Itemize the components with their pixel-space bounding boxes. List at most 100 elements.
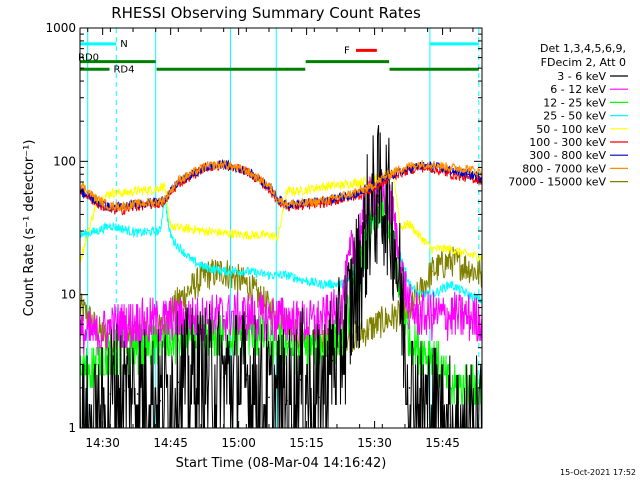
series-point — [408, 340, 411, 342]
series-point — [340, 283, 343, 285]
series-point — [392, 216, 395, 219]
series-point — [431, 248, 433, 250]
series-point — [392, 316, 395, 318]
legend-entry-label: 6 - 12 keV — [550, 83, 606, 96]
plot-frame — [79, 27, 483, 429]
series-point — [222, 270, 225, 273]
legend-header-line-1: Det 1,3,4,5,6,9, — [540, 42, 626, 55]
y-tick-label-2: 100 — [53, 154, 76, 168]
series-point — [86, 190, 89, 192]
series-point — [277, 236, 279, 238]
series-point — [173, 226, 175, 229]
series-point — [286, 342, 288, 345]
series-point — [222, 232, 225, 234]
series-point — [417, 346, 420, 349]
y-tick-label-0: 1 — [68, 421, 76, 435]
series-point — [136, 203, 139, 205]
series-point — [386, 179, 388, 182]
series-point — [449, 166, 452, 169]
series-point — [245, 379, 248, 381]
series-point — [349, 253, 352, 256]
series-point — [159, 400, 161, 402]
series-point — [340, 306, 343, 309]
series-point — [268, 234, 270, 236]
axes-layer: 14:30 14:45 15:00 15:15 15:30 15:45 1 10 100 1000 — [45, 21, 482, 450]
series-point — [159, 186, 161, 188]
legend-header-line-2: FDecim 2, Att 0 — [541, 56, 626, 69]
series-point — [431, 163, 433, 166]
series-point — [159, 320, 161, 323]
series-point — [349, 306, 352, 309]
legend: Det 1,3,4,5,6,9, FDecim 2, Att 0 3 - 6 k… — [508, 42, 628, 189]
series-point — [245, 283, 248, 285]
series-point — [386, 200, 388, 203]
series-point — [467, 266, 470, 269]
series-point — [222, 376, 225, 379]
legend-entry-label: 300 - 800 keV — [529, 149, 606, 162]
legend-entry-label: 100 - 300 keV — [529, 136, 606, 149]
series-point — [408, 387, 411, 389]
series-point — [349, 193, 352, 195]
series-point — [245, 234, 248, 236]
legend-entry-label: 25 - 50 keV — [543, 110, 606, 123]
series-point — [204, 274, 207, 277]
series-point — [299, 205, 302, 208]
series-point — [318, 200, 320, 203]
series-point — [358, 181, 361, 183]
series-point — [286, 190, 288, 192]
series-line-6-12keV — [80, 170, 482, 356]
series-point — [245, 169, 248, 172]
y-axis-label: Count Rate (s⁻¹ detector⁻¹) — [22, 140, 37, 317]
series-point — [331, 283, 334, 285]
series-point — [408, 306, 411, 309]
series-point — [123, 192, 125, 194]
series-point — [449, 259, 452, 262]
legend-entry-label: 50 - 100 keV — [536, 123, 606, 136]
series-point — [331, 359, 334, 362]
series-point — [417, 293, 420, 296]
footer-timestamp: 15-Oct-2021 17:52 — [560, 468, 636, 477]
series-point — [286, 203, 288, 205]
series-point — [96, 230, 98, 232]
series-point — [318, 396, 320, 399]
series-point — [431, 314, 433, 317]
series-point — [318, 283, 320, 285]
x-tick-label-3: 15:15 — [289, 436, 324, 450]
series-point — [431, 407, 433, 410]
series-point — [136, 393, 139, 395]
state-bar-label-n: N — [120, 39, 127, 50]
series-point — [331, 314, 334, 317]
series-point — [340, 195, 343, 197]
series-point — [164, 184, 166, 187]
series-point — [164, 198, 166, 200]
series-point — [159, 200, 161, 203]
series-point — [96, 363, 98, 366]
series-point — [154, 188, 157, 190]
series-point — [123, 390, 125, 392]
series-point — [431, 293, 433, 296]
series-point — [340, 346, 343, 349]
series-point — [358, 270, 361, 273]
series-point — [222, 334, 225, 336]
series-point — [204, 376, 207, 379]
series-point — [277, 198, 279, 200]
series-point — [299, 190, 302, 192]
series-point — [123, 323, 125, 326]
series-point — [367, 187, 370, 189]
series-point — [367, 213, 370, 216]
legend-entry-label: 3 - 6 keV — [557, 70, 606, 83]
series-point — [449, 248, 452, 250]
series-point — [467, 167, 470, 170]
series-point — [386, 318, 388, 321]
series-point — [349, 182, 352, 185]
series-point — [431, 270, 433, 273]
state-bar-label-rd4: RD4 — [113, 64, 134, 75]
series-point — [299, 379, 302, 381]
series-point — [268, 184, 270, 187]
series-point — [377, 181, 379, 183]
series-point — [377, 195, 379, 197]
series-point — [467, 316, 470, 318]
series-point — [109, 224, 112, 227]
series-point — [204, 230, 207, 232]
series-point — [222, 163, 225, 166]
